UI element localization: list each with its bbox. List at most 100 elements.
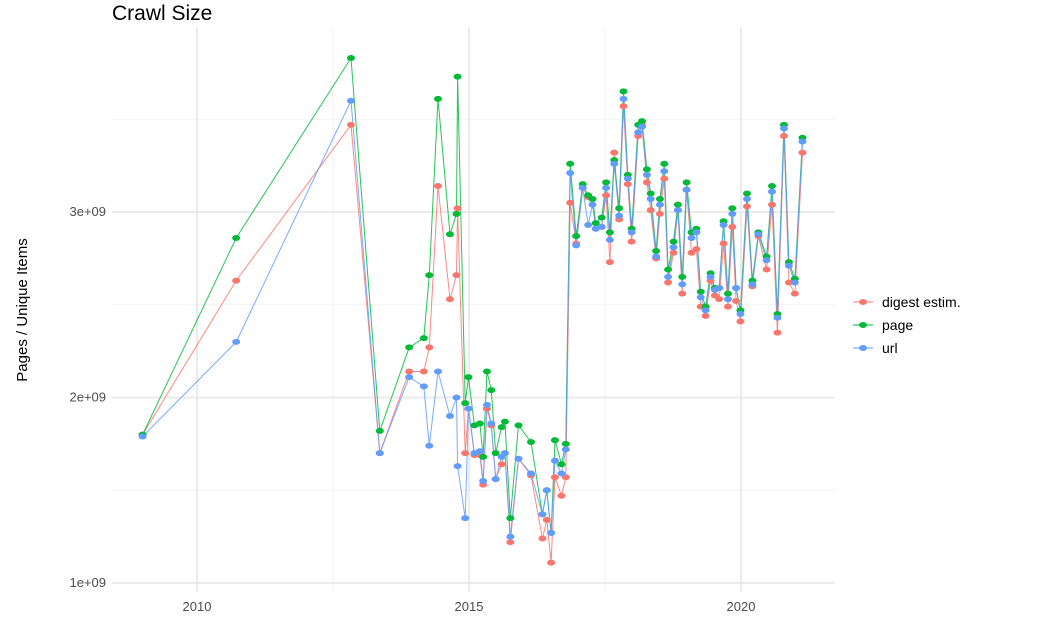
data-point [506,533,515,540]
data-point [773,314,782,321]
data-point [475,420,484,427]
data-point [655,201,664,208]
data-point [561,446,570,453]
data-point [692,229,701,236]
data-point [664,266,673,273]
data-point [773,329,782,336]
legend-label: page [882,317,913,333]
data-point [572,242,581,249]
data-point [550,457,559,464]
data-point [346,55,355,62]
data-point [487,420,496,427]
data-point [597,214,606,221]
data-point [461,515,470,522]
data-point [566,199,575,206]
data-point [527,470,536,477]
data-point [736,318,745,325]
data-point [479,477,488,484]
data-point [550,437,559,444]
data-point [646,207,655,214]
data-point [405,374,414,381]
series-line-url [142,98,803,537]
data-point [687,234,696,241]
data-point [732,285,741,292]
data-point [664,279,673,286]
legend: digest estim. page url [853,294,961,356]
data-point [655,196,664,203]
data-point [646,196,655,203]
data-point [500,418,509,425]
data-point [798,138,807,145]
legend-key-point [859,345,867,351]
data-point [445,413,454,420]
data-point [682,186,691,193]
data-point [482,368,491,375]
data-point [623,181,632,188]
data-point [664,273,673,280]
data-point [762,257,771,264]
data-point [762,266,771,273]
series-line-digest-estim [142,106,803,563]
data-point [452,210,461,217]
data-point [445,296,454,303]
data-point [482,401,491,408]
data-point [784,279,793,286]
data-point [514,422,523,429]
data-point [578,184,587,191]
x-tick-label: 2020 [727,599,756,614]
y-axis-label: Pages / Unique Items [14,238,31,381]
data-point [627,229,636,236]
data-point [405,368,414,375]
data-point [701,307,710,314]
series-group [138,55,807,566]
data-point [784,262,793,269]
data-point [669,244,678,251]
data-point [723,303,732,310]
y-tick-label: 1e+09 [69,575,106,590]
data-point [642,166,651,173]
data-point [572,233,581,240]
data-point [669,238,678,245]
data-point [452,272,461,279]
data-point [790,290,799,297]
data-point [605,229,614,236]
data-point [619,95,628,102]
data-point [605,236,614,243]
data-point [491,476,500,483]
data-point [542,487,551,494]
data-point [605,259,614,266]
data-point [723,290,732,297]
data-point [232,234,241,241]
data-point [232,338,241,345]
data-point [678,281,687,288]
data-point [706,273,715,280]
data-point [768,201,777,208]
data-point [655,210,664,217]
data-point [461,450,470,457]
data-point [232,277,241,284]
data-point [610,160,619,167]
data-point [610,149,619,156]
data-point [453,463,462,470]
data-point [464,405,473,412]
data-point [779,125,788,132]
data-point [547,559,556,566]
data-point [445,231,454,238]
data-point [798,149,807,156]
data-point [538,535,547,542]
data-point [514,455,523,462]
data-point [642,171,651,178]
x-tick-label: 2010 [183,599,212,614]
gridlines [112,28,835,592]
data-point [719,240,728,247]
data-point [506,515,515,522]
data-point [433,95,442,102]
y-axis: 1e+09 2e+09 3e+09 [69,204,106,590]
data-point [728,223,737,230]
data-point [527,439,536,446]
y-tick-label: 2e+09 [69,390,106,405]
data-point [419,383,428,390]
data-point [696,294,705,301]
data-point [742,196,751,203]
data-point [405,344,414,351]
